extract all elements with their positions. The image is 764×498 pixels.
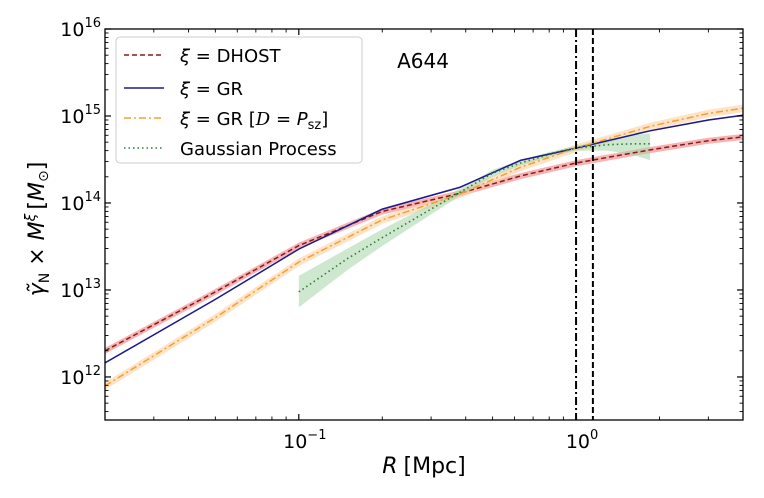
legend-item-gp: Gaussian Process — [124, 139, 337, 160]
legend-item-gr-psz: ξ = GR [D = Psz] — [124, 109, 328, 133]
axis-ticks — [104, 28, 744, 420]
y-tick-label: 1012 — [60, 364, 101, 389]
band-gaussian-process — [298, 133, 651, 308]
line-gaussian-process — [298, 143, 651, 293]
uncertainty-bands — [105, 104, 743, 390]
legend-label-gp: Gaussian Process — [180, 139, 337, 160]
series-lines — [105, 107, 743, 387]
legend-item-dhost: ξ = DHOST — [124, 46, 282, 67]
band-dhost — [105, 134, 743, 354]
plot-frame — [104, 28, 744, 421]
line-gr-psz — [105, 107, 743, 387]
y-tick-label: 1015 — [60, 103, 101, 128]
legend-item-gr: ξ = GR — [124, 79, 243, 100]
y-tick-label: 1016 — [60, 16, 101, 41]
x-tick-label: 10−1 — [283, 428, 326, 453]
line-dhost — [105, 136, 743, 352]
legend-label-gr: ξ = GR — [179, 79, 243, 100]
legend-label-gr-psz: ξ = GR [D = Psz] — [179, 109, 328, 133]
legend-label-dhost: ξ = DHOST — [179, 46, 282, 67]
legend: ξ = DHOST ξ = GR ξ = GR [D = Psz] Gaussi… — [115, 36, 363, 164]
vertical-markers — [575, 29, 594, 420]
x-tick-label: 100 — [566, 428, 598, 453]
y-tick-label: 1013 — [60, 277, 101, 302]
y-axis-label: γ̃N × Mξ[M⊙] — [23, 162, 53, 297]
y-tick-label: 1014 — [60, 190, 101, 215]
x-axis-label: R [Mpc] — [382, 454, 466, 479]
cluster-annotation: A644 — [397, 49, 449, 73]
legend-box — [115, 36, 363, 164]
line-gr — [105, 114, 743, 364]
